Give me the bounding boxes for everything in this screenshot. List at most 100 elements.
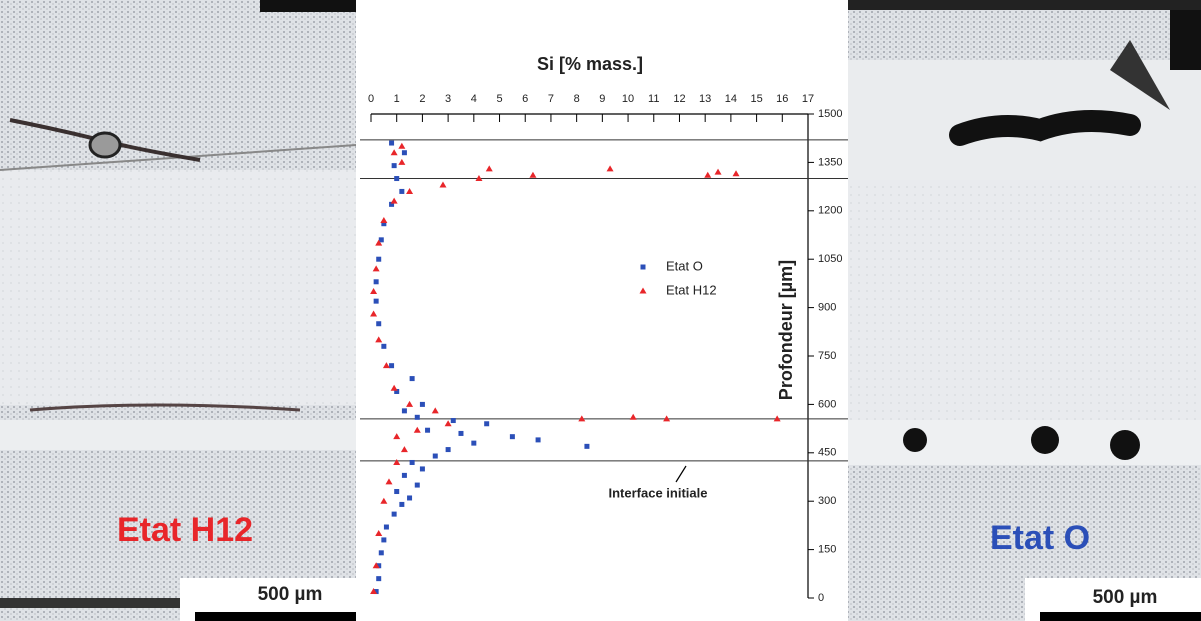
scatter-point	[390, 149, 398, 156]
scatter-point	[399, 188, 405, 194]
scatter-point	[444, 420, 452, 427]
scatter-point	[419, 401, 425, 407]
x-tick-label: 7	[548, 93, 554, 105]
scatter-point	[413, 426, 421, 433]
scatter-point	[393, 433, 401, 440]
scatter-point	[401, 150, 407, 156]
scale-bar	[1040, 612, 1201, 621]
x-tick-label: 1	[394, 93, 400, 105]
scatter-point	[389, 363, 395, 369]
x-tick-label: 8	[574, 93, 580, 105]
scatter-point	[375, 239, 383, 246]
x-tick-label: 14	[725, 93, 737, 105]
y-axis-label: Profondeur [µm]	[776, 260, 796, 400]
scatter-point	[732, 170, 740, 177]
y-tick-label: 0	[818, 592, 824, 604]
scatter-point	[390, 384, 398, 391]
x-tick-label: 4	[471, 93, 477, 105]
scatter-point	[458, 430, 464, 436]
scatter-point	[370, 310, 378, 317]
scale-label: 500 µm	[258, 584, 323, 605]
scatter-point	[380, 497, 388, 504]
y-tick-label: 1500	[818, 108, 842, 120]
x-tick-label: 2	[419, 93, 425, 105]
scatter-point	[390, 197, 398, 204]
scatter-point	[414, 482, 420, 488]
scatter-point	[375, 529, 383, 536]
y-tick-label: 1050	[818, 253, 842, 265]
scatter-point	[391, 511, 397, 517]
scatter-point	[529, 171, 537, 178]
scatter-point	[475, 175, 483, 182]
scatter-point	[394, 388, 400, 394]
scatter-point	[406, 400, 414, 407]
y-tick-label: 1200	[818, 205, 842, 217]
scatter-point	[398, 142, 406, 149]
scatter-point	[372, 265, 380, 272]
scatter-point	[484, 421, 490, 427]
scatter-point	[383, 524, 389, 530]
x-tick-label: 5	[496, 93, 502, 105]
scatter-point	[401, 472, 407, 478]
annotation: Interface initiale	[609, 485, 708, 500]
image-label: Etat O	[990, 519, 1090, 557]
x-tick-label: 16	[776, 93, 788, 105]
scatter-point	[381, 221, 387, 227]
scatter-point	[373, 298, 379, 304]
y-tick-label: 300	[818, 495, 836, 507]
scatter-point	[399, 501, 405, 507]
scatter-point	[714, 168, 722, 175]
scatter-point	[584, 443, 590, 449]
scatter-point	[378, 237, 384, 243]
x-tick-label: 12	[673, 93, 685, 105]
legend-label: Etat H12	[666, 282, 717, 297]
scatter-point	[378, 550, 384, 556]
scatter-point	[391, 163, 397, 169]
x-tick-label: 6	[522, 93, 528, 105]
x-tick-label: 9	[599, 93, 605, 105]
y-tick-label: 150	[818, 544, 836, 556]
annotation-arrow	[675, 465, 687, 483]
scatter-point	[471, 440, 477, 446]
chart: Si [% mass.] Profondeur [µm] Interface i…	[537, 54, 796, 501]
scatter-point	[401, 408, 407, 414]
scatter-point	[394, 176, 400, 182]
legend-marker	[639, 287, 647, 294]
y-tick-label: 600	[818, 398, 836, 410]
scatter-point	[629, 413, 637, 420]
scatter-point	[375, 336, 383, 343]
scatter-point	[389, 140, 395, 146]
scatter-point	[409, 459, 415, 465]
x-tick-label: 17	[802, 93, 814, 105]
scatter-point	[406, 187, 414, 194]
x-tick-label: 0	[368, 93, 374, 105]
scatter-point	[394, 489, 400, 495]
scatter-point	[773, 415, 781, 422]
scatter-point	[407, 495, 413, 501]
y-tick-label: 450	[818, 447, 836, 459]
scatter-point	[381, 343, 387, 349]
scatter-point	[509, 434, 515, 440]
scatter-point	[393, 458, 401, 465]
image-label: Etat H12	[117, 511, 253, 549]
scatter-point	[431, 407, 439, 414]
scatter-point	[389, 201, 395, 207]
scatter-point	[373, 279, 379, 285]
scatter-point	[382, 362, 390, 369]
scatter-point	[450, 418, 456, 424]
scatter-point	[376, 256, 382, 262]
x-tick-label: 10	[622, 93, 634, 105]
scale-label: 500 µm	[1093, 587, 1158, 608]
scatter-point	[400, 446, 408, 453]
chart-title: Si [% mass.]	[537, 54, 643, 74]
scatter-point	[704, 171, 712, 178]
legend-label: Etat O	[666, 258, 703, 273]
chart-area	[356, 0, 848, 621]
micrograph-right	[848, 0, 1201, 621]
scale-bar	[195, 612, 356, 621]
scatter-point	[535, 437, 541, 443]
legend-marker	[640, 264, 646, 270]
scatter-point	[380, 216, 388, 223]
scatter-point	[385, 478, 393, 485]
